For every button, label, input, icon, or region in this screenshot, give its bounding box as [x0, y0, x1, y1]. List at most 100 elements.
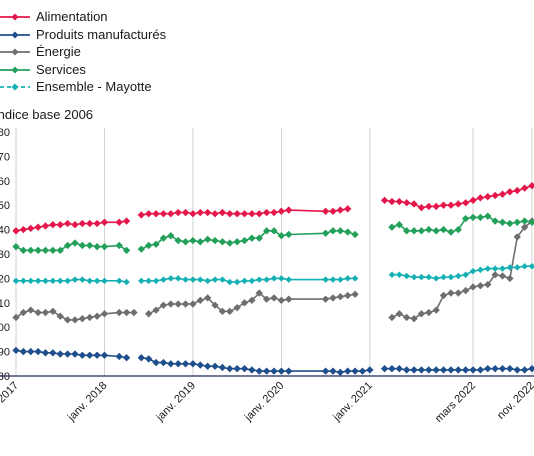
data-point: [255, 289, 263, 297]
data-point: [174, 275, 182, 282]
data-point: [499, 265, 506, 272]
data-point: [248, 210, 256, 218]
data-point: [417, 203, 426, 212]
data-point: [226, 307, 234, 316]
data-point: [19, 246, 28, 255]
data-point: [344, 367, 352, 375]
data-point: [64, 277, 71, 285]
data-point: [476, 282, 485, 290]
data-point: [93, 351, 101, 359]
data-point: [240, 210, 249, 218]
data-point: [167, 275, 175, 282]
data-point: [196, 296, 204, 305]
data-point: [181, 360, 190, 368]
data-point: [152, 240, 160, 248]
data-point: [469, 283, 477, 291]
data-point: [181, 300, 190, 308]
data-point: [49, 307, 57, 316]
data-point: [439, 225, 448, 234]
legend-swatch: [0, 31, 30, 39]
data-point: [78, 314, 87, 323]
data-point: [469, 213, 477, 222]
x-tick-label: janv. 2020: [242, 380, 287, 425]
data-point: [469, 366, 477, 374]
data-point: [344, 228, 352, 236]
data-point: [219, 276, 226, 283]
data-point: [403, 313, 411, 322]
data-point: [241, 277, 248, 285]
data-point: [233, 304, 241, 312]
data-point: [27, 277, 34, 285]
legend-swatch: [0, 66, 30, 74]
legend-label: Ensemble - Mayotte: [36, 79, 152, 95]
data-point: [425, 366, 433, 374]
data-point: [395, 221, 403, 229]
data-point: [388, 271, 396, 278]
x-tick-label: janv. 2018: [65, 380, 110, 425]
x-tick-label: nov. 2022: [495, 380, 534, 422]
data-point: [145, 310, 153, 318]
data-point: [226, 365, 234, 373]
data-point: [41, 308, 50, 317]
data-point: [351, 290, 359, 298]
series-services: [12, 212, 534, 255]
data-point: [344, 291, 352, 300]
data-point: [514, 264, 521, 271]
data-point: [491, 191, 499, 200]
data-point: [78, 241, 87, 250]
data-point: [270, 275, 278, 282]
data-point: [321, 229, 330, 237]
data-point: [337, 276, 344, 283]
data-point: [285, 206, 293, 214]
y-tick-label: 180: [0, 127, 10, 139]
data-point: [321, 367, 330, 375]
data-point: [160, 276, 167, 283]
data-point: [432, 202, 440, 211]
data-point: [233, 210, 241, 218]
data-point: [86, 219, 94, 228]
data-point: [432, 275, 440, 282]
data-point: [27, 224, 35, 233]
data-point: [469, 267, 477, 275]
data-point: [167, 360, 175, 368]
data-point: [41, 349, 50, 357]
data-point: [336, 227, 345, 235]
data-point: [476, 366, 485, 374]
data-point: [248, 296, 256, 305]
data-point: [174, 360, 182, 368]
data-point: [447, 289, 455, 297]
data-point: [455, 272, 462, 280]
data-point: [447, 366, 455, 374]
legend-label: Produits manufacturés: [36, 26, 167, 42]
data-point: [351, 367, 359, 375]
data-point: [329, 294, 337, 302]
data-point: [395, 197, 403, 206]
data-point: [211, 236, 219, 245]
data-point: [528, 262, 534, 270]
data-point: [211, 210, 219, 218]
data-point: [211, 362, 219, 370]
data-point: [159, 358, 168, 367]
data-point: [152, 210, 160, 218]
data-point: [498, 218, 507, 226]
data-point: [410, 273, 418, 281]
data-point: [513, 186, 521, 195]
data-point: [477, 266, 484, 274]
data-point: [447, 228, 455, 236]
data-point: [285, 295, 293, 303]
data-point: [138, 277, 145, 285]
data-point: [42, 277, 49, 285]
data-point: [418, 273, 425, 281]
data-point: [439, 291, 448, 300]
data-point: [56, 277, 64, 285]
data-point: [12, 277, 20, 285]
data-point: [498, 190, 507, 198]
data-point: [203, 294, 212, 302]
data-point: [262, 295, 271, 303]
data-point: [93, 219, 101, 228]
data-point: [86, 277, 93, 285]
data-point: [491, 271, 499, 279]
data-point: [93, 277, 101, 285]
data-point: [417, 366, 426, 374]
data-point: [263, 276, 270, 283]
